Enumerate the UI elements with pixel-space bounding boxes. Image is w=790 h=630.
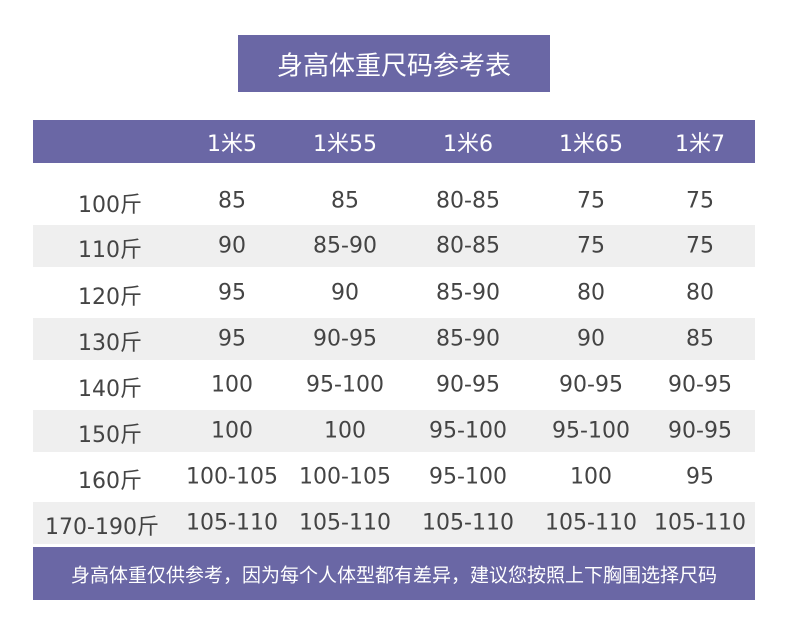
title: 身高体重尺码参考表 <box>276 51 512 82</box>
cell: 90-95 <box>668 418 732 444</box>
row-stripe <box>33 225 755 267</box>
cell: 95 <box>218 280 246 306</box>
cell: 90 <box>218 233 246 259</box>
row-stripe <box>33 502 755 544</box>
cell: 90-95 <box>559 372 623 398</box>
cell: 85 <box>218 188 246 214</box>
cell: 85-90 <box>436 280 500 306</box>
row-label: 100斤 <box>78 193 142 218</box>
row-label: 140斤 <box>78 377 142 402</box>
cell: 105-110 <box>299 510 391 536</box>
row-label: 160斤 <box>78 469 142 494</box>
header-cell: 1米6 <box>443 132 493 157</box>
cell: 100-105 <box>186 464 278 490</box>
cell: 105-110 <box>422 510 514 536</box>
cell: 105-110 <box>545 510 637 536</box>
cell: 95-100 <box>552 418 630 444</box>
cell: 105-110 <box>654 510 746 536</box>
footer-bar <box>33 547 755 600</box>
cell: 100 <box>570 464 612 490</box>
row-label: 110斤 <box>78 238 142 263</box>
cell: 80-85 <box>436 233 500 259</box>
header-cell: 1米5 <box>207 132 257 157</box>
cell: 85 <box>686 326 714 352</box>
cell: 100-105 <box>299 464 391 490</box>
row-stripe <box>33 318 755 360</box>
cell: 105-110 <box>186 510 278 536</box>
cell: 95 <box>686 464 714 490</box>
cell: 80 <box>686 280 714 306</box>
cell: 90-95 <box>313 326 377 352</box>
cell: 85-90 <box>436 326 500 352</box>
cell: 85-90 <box>313 233 377 259</box>
row-label: 120斤 <box>78 285 142 310</box>
cell: 75 <box>686 233 714 259</box>
row-label: 150斤 <box>78 423 142 448</box>
header-cell: 1米55 <box>313 132 377 157</box>
cell: 90-95 <box>668 372 732 398</box>
cell: 95-100 <box>306 372 384 398</box>
cell: 75 <box>686 188 714 214</box>
cell: 75 <box>577 233 605 259</box>
cell: 100 <box>324 418 366 444</box>
row-label: 130斤 <box>78 331 142 356</box>
header-cell: 1米65 <box>559 132 623 157</box>
header-cell: 1米7 <box>675 132 725 157</box>
title-box <box>238 35 550 92</box>
cell: 90-95 <box>436 372 500 398</box>
cell: 95 <box>218 326 246 352</box>
cell: 95-100 <box>429 418 507 444</box>
cell: 90 <box>331 280 359 306</box>
cell: 80-85 <box>436 188 500 214</box>
cell: 95-100 <box>429 464 507 490</box>
footer-note: 身高体重仅供参考，因为每个人体型都有差异，建议您按照上下胸围选择尺码 <box>70 564 718 587</box>
row-label: 170-190斤 <box>45 515 159 540</box>
cell: 100 <box>211 418 253 444</box>
cell: 85 <box>331 188 359 214</box>
header-bar <box>33 120 755 163</box>
row-stripe <box>33 410 755 452</box>
cell: 90 <box>577 326 605 352</box>
cell: 75 <box>577 188 605 214</box>
cell: 100 <box>211 372 253 398</box>
cell: 80 <box>577 280 605 306</box>
